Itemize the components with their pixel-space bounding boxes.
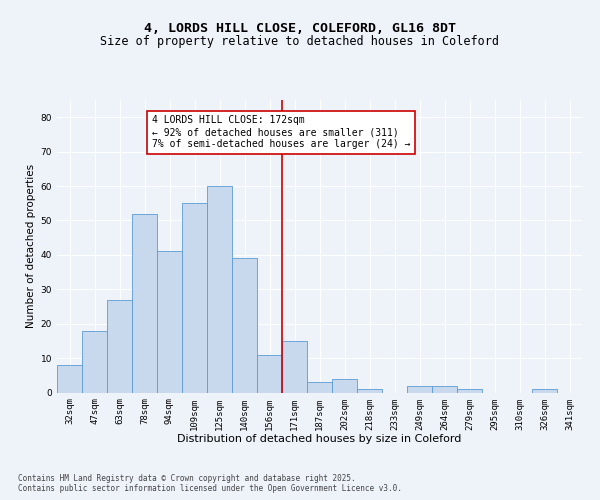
Bar xyxy=(182,203,207,392)
Bar xyxy=(532,389,557,392)
Bar xyxy=(82,330,107,392)
Text: Contains public sector information licensed under the Open Government Licence v3: Contains public sector information licen… xyxy=(18,484,402,493)
Bar xyxy=(232,258,257,392)
Bar xyxy=(107,300,132,392)
Bar xyxy=(57,365,82,392)
Y-axis label: Number of detached properties: Number of detached properties xyxy=(26,164,37,328)
Text: Contains HM Land Registry data © Crown copyright and database right 2025.: Contains HM Land Registry data © Crown c… xyxy=(18,474,356,483)
Bar xyxy=(157,252,182,392)
Text: Size of property relative to detached houses in Coleford: Size of property relative to detached ho… xyxy=(101,35,499,48)
Bar xyxy=(457,389,482,392)
Bar xyxy=(332,378,357,392)
Bar xyxy=(307,382,332,392)
Bar xyxy=(432,386,457,392)
Bar xyxy=(207,186,232,392)
Bar xyxy=(407,386,432,392)
X-axis label: Distribution of detached houses by size in Coleford: Distribution of detached houses by size … xyxy=(178,434,461,444)
Text: 4, LORDS HILL CLOSE, COLEFORD, GL16 8DT: 4, LORDS HILL CLOSE, COLEFORD, GL16 8DT xyxy=(144,22,456,36)
Bar xyxy=(282,341,307,392)
Text: 4 LORDS HILL CLOSE: 172sqm
← 92% of detached houses are smaller (311)
7% of semi: 4 LORDS HILL CLOSE: 172sqm ← 92% of deta… xyxy=(152,116,410,148)
Bar xyxy=(357,389,382,392)
Bar xyxy=(257,354,282,393)
Bar xyxy=(132,214,157,392)
